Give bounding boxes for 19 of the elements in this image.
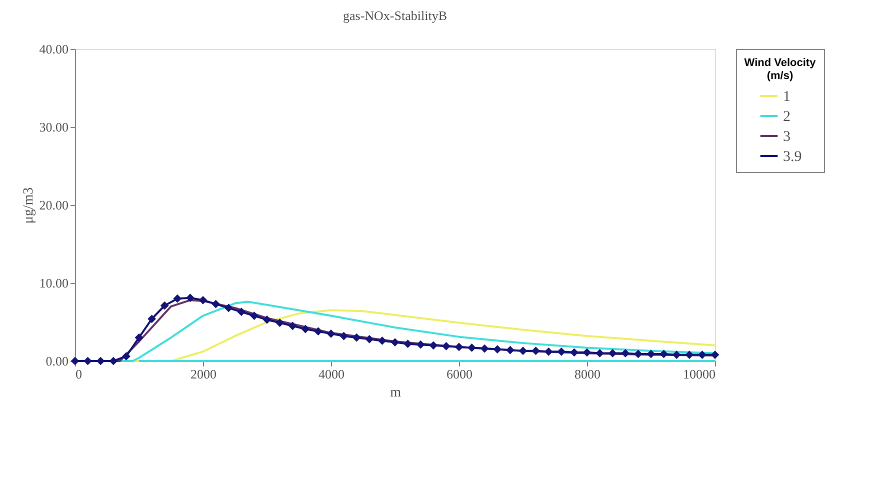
y-tick-label: 40.00 <box>39 42 68 56</box>
legend-title: Wind Velocity (m/s) <box>744 57 817 82</box>
chart-title: gas-NOx-StabilityB <box>343 8 448 23</box>
legend-label: 3.9 <box>783 149 802 165</box>
legend-label: 1 <box>783 89 790 105</box>
x-tick-label: 6000 <box>446 366 472 382</box>
x-tick-label: 4000 <box>318 366 344 382</box>
legend-label: 2 <box>783 109 790 125</box>
legend-label: 3 <box>783 129 790 145</box>
x-tick-label: 8000 <box>574 366 600 382</box>
y-tick-label: 20.00 <box>39 198 68 212</box>
y-tick-label: 0.00 <box>46 354 68 368</box>
x-tick-label: 0 <box>76 366 82 382</box>
x-tick-label: 2000 <box>190 366 216 382</box>
y-axis-title: μg/m3 <box>21 187 36 224</box>
x-tick-label: 10000 <box>683 366 716 382</box>
y-tick-label: 10.00 <box>39 276 68 290</box>
x-axis-title: m <box>390 386 402 400</box>
y-tick-label: 30.00 <box>39 120 68 134</box>
